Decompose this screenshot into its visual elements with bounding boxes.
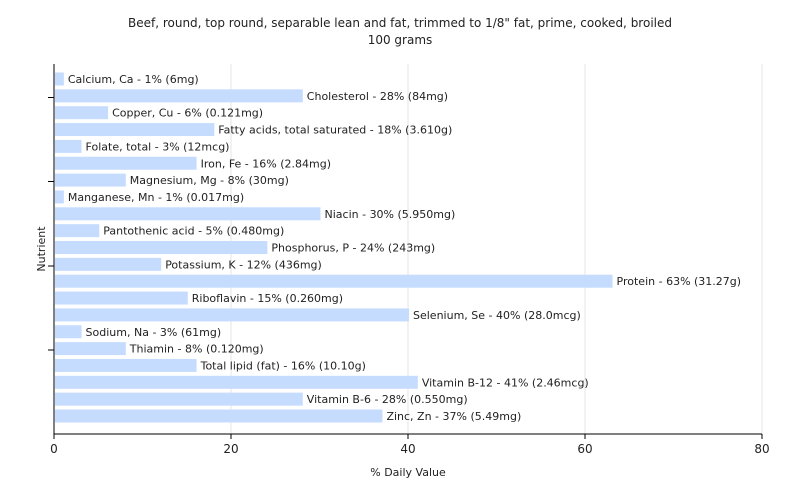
bar-label: Folate, total - 3% (12mcg) — [86, 140, 230, 153]
bar — [55, 123, 215, 137]
bar-label: Niacin - 30% (5.950mg) — [325, 208, 456, 221]
bar — [55, 342, 126, 356]
x-tick-label: 20 — [223, 442, 238, 456]
x-tick-label: 80 — [754, 442, 769, 456]
bar — [55, 89, 303, 103]
y-axis-title: Nutrient — [35, 226, 48, 272]
bar — [55, 409, 383, 423]
bar-label: Calcium, Ca - 1% (6mg) — [68, 73, 199, 86]
bar-label: Iron, Fe - 16% (2.84mg) — [201, 157, 331, 170]
bar — [55, 173, 126, 187]
bar-label: Potassium, K - 12% (436mg) — [165, 258, 322, 271]
bar-labels-group: Calcium, Ca - 1% (6mg) Cholesterol - 28% … — [68, 73, 741, 423]
x-tick-label: 0 — [50, 442, 58, 456]
bar-label: Selenium, Se - 40% (28.0mcg) — [413, 309, 581, 322]
bar-label: Magnesium, Mg - 8% (30mg) — [130, 174, 289, 187]
bar-label: Manganese, Mn - 1% (0.017mg) — [68, 191, 244, 204]
x-tick-label: 60 — [577, 442, 592, 456]
x-tick-label: 40 — [400, 442, 415, 456]
bar — [55, 224, 100, 238]
chart-subtitle: 100 grams — [367, 33, 433, 47]
bar-label: Total lipid (fat) - 16% (10.10g) — [200, 359, 366, 372]
bar — [55, 274, 613, 288]
bar-label: Thiamin - 8% (0.120mg) — [129, 343, 264, 356]
bar-label: Vitamin B-6 - 28% (0.550mg) — [307, 393, 468, 406]
bar — [55, 325, 82, 339]
bars-group — [55, 72, 613, 423]
x-axis-title: % Daily Value — [370, 466, 446, 479]
x-axis-ticks: 0 20 40 60 80 — [50, 434, 770, 456]
bar — [55, 358, 197, 372]
bar-label: Phosphorus, P - 24% (243mg) — [271, 242, 435, 255]
bar-label: Copper, Cu - 6% (0.121mg) — [112, 107, 263, 120]
bar-label: Protein - 63% (31.27g) — [617, 275, 742, 288]
y-axis-ticks — [48, 97, 54, 351]
bar — [55, 308, 409, 322]
bar — [55, 190, 64, 204]
bar — [55, 139, 82, 153]
bar-label: Sodium, Na - 3% (61mg) — [86, 326, 222, 339]
bar — [55, 241, 268, 254]
bar-label: Zinc, Zn - 37% (5.49mg) — [386, 410, 521, 423]
bar — [55, 392, 303, 406]
bar — [55, 375, 418, 389]
bar-label: Vitamin B-12 - 41% (2.46mcg) — [422, 376, 589, 389]
bar — [55, 257, 162, 271]
bar — [55, 106, 109, 120]
bar — [55, 156, 197, 170]
bar-label: Fatty acids, total saturated - 18% (3.61… — [218, 124, 452, 137]
bar — [55, 72, 64, 86]
bar-label: Cholesterol - 28% (84mg) — [307, 90, 448, 103]
bar — [55, 207, 321, 221]
bar-label: Riboflavin - 15% (0.260mg) — [192, 292, 343, 305]
chart-title: Beef, round, top round, separable lean a… — [127, 16, 672, 30]
bar — [55, 291, 188, 305]
bar-label: Pantothenic acid - 5% (0.480mg) — [103, 225, 284, 238]
